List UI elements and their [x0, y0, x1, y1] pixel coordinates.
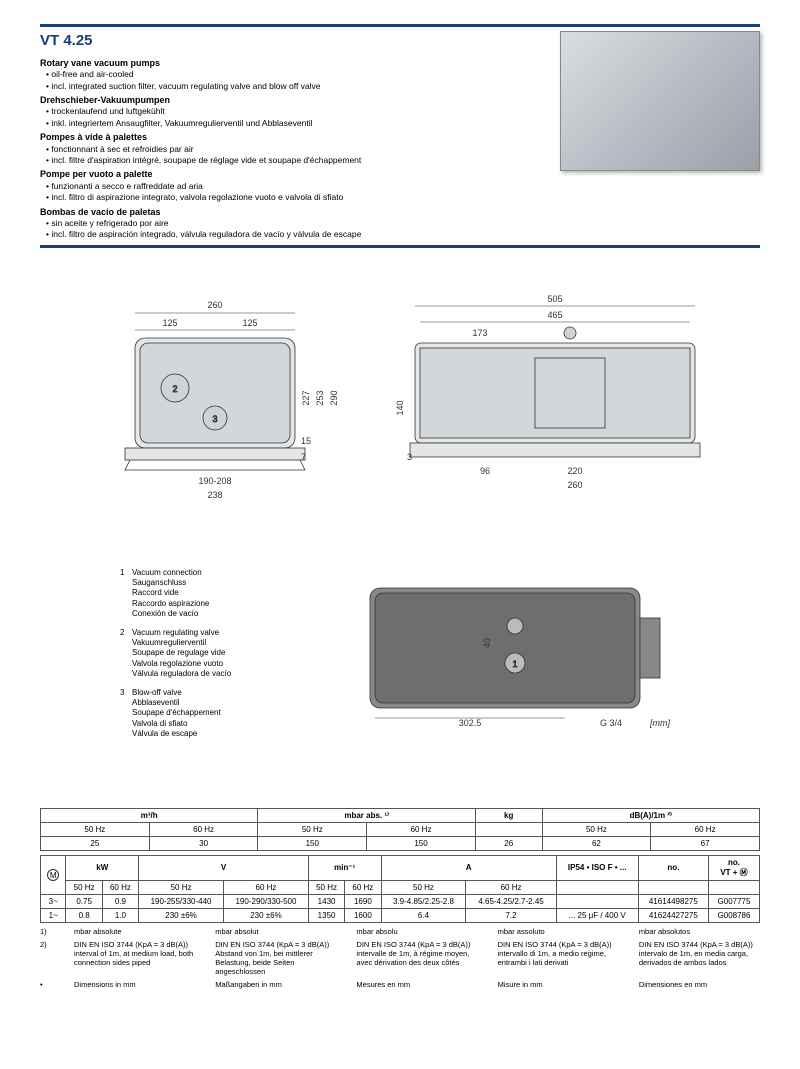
footnote-2: 2)DIN EN ISO 3744 (KpA = 3 dB(A)) interv… [40, 940, 760, 976]
thread: G 3/4 [600, 718, 622, 728]
svg-text:3: 3 [212, 414, 217, 424]
footnote-1: 1)mbar absolutembar absolutmbar absolumb… [40, 927, 760, 936]
footnote-3: •Dimensions in mmMaßangaben in mmMesures… [40, 980, 760, 989]
lang-bullet: fonctionnant à sec et refroidies par air [40, 144, 540, 155]
legend-line: Soupape d'échappement [120, 708, 320, 718]
dim-125a: 125 [162, 318, 177, 328]
legend-line: Válvula reguladora de vacío [120, 669, 320, 679]
rule-top [40, 24, 760, 27]
product-title: VT 4.25 [40, 31, 540, 51]
dim-173: 173 [472, 328, 487, 338]
table-2: MkWVmin⁻¹AIP54 • ISO F • ...no.no. VT + … [40, 855, 760, 923]
legend-line: 2Vacuum regulating valve [120, 628, 320, 638]
side-view: 505 465 173 140 3 96 220 260 [385, 288, 725, 508]
legend-line: Abblaseventil [120, 698, 320, 708]
svg-text:2: 2 [172, 384, 177, 394]
legend-line: Conexión de vacío [120, 609, 320, 619]
front-view: 2 3 260 125 125 290 253 227 15 7 190-208… [75, 288, 355, 508]
lang-bullet: incl. filtre d'aspiration intégré, soupa… [40, 155, 540, 166]
spec-tables: m³/hmbar abs. ¹⁾kgdB(A)/1m ²⁾ 50 Hz60 Hz… [40, 808, 760, 989]
dim-290: 290 [329, 390, 339, 405]
lang-heading: Pompe per vuoto a palette [40, 168, 540, 180]
svg-text:1: 1 [512, 659, 517, 669]
table-row: 3~0.750.9190-255/330-440190-290/330-5001… [41, 894, 760, 908]
lang-bullet: oil-free and air-cooled [40, 69, 540, 80]
dim-260b: 260 [567, 480, 582, 490]
header: VT 4.25 Rotary vane vacuum pumpsoil-free… [40, 31, 760, 241]
lang-heading: Pompes à vide à palettes [40, 131, 540, 143]
dim-15: 15 [301, 436, 311, 446]
lang-heading: Rotary vane vacuum pumps [40, 57, 540, 69]
lang-bullet: inkl. integriertem Ansaugfilter, Vakuumr… [40, 118, 540, 129]
dim-7: 7 [301, 452, 306, 462]
dim-260: 260 [207, 300, 222, 310]
legend-line: 3Blow-off valve [120, 688, 320, 698]
dim-302: 302.5 [459, 718, 482, 728]
dim-238: 238 [207, 490, 222, 500]
rule-bottom [40, 245, 760, 248]
top-view: 1 40 302.5 G 3/4 [mm] [340, 568, 680, 748]
legend-line: Raccordo aspirazione [120, 599, 320, 609]
dim-465: 465 [547, 310, 562, 320]
unit-mm: [mm] [649, 718, 670, 728]
dim-505: 505 [547, 294, 562, 304]
dim-125b: 125 [242, 318, 257, 328]
lang-heading: Drehschieber-Vakuumpumpen [40, 94, 540, 106]
legend-line: Soupape de regulage vide [120, 648, 320, 658]
legend-line: Raccord vide [120, 588, 320, 598]
dim-253: 253 [315, 390, 325, 405]
legend-line: Sauganschluss [120, 578, 320, 588]
legend-line: Válvula de escape [120, 729, 320, 739]
legend-line: 1Vacuum connection [120, 568, 320, 578]
product-photo [560, 31, 760, 171]
legend: 1Vacuum connectionSauganschlussRaccord v… [120, 568, 320, 748]
dim-140: 140 [395, 400, 405, 415]
lang-bullet: incl. integrated suction filter, vacuum … [40, 81, 540, 92]
lang-bullet: incl. filtro di aspirazione integrato, v… [40, 192, 540, 203]
dim-3: 3 [407, 452, 412, 462]
lang-bullet: trockenlaufend und luftgekühlt [40, 106, 540, 117]
legend-line: Vakuumregulierventil [120, 638, 320, 648]
lang-bullet: incl. filtro de aspiración integrado, vá… [40, 229, 540, 240]
lang-heading: Bombas de vacío de paletas [40, 206, 540, 218]
dim-190-208: 190-208 [198, 476, 231, 486]
dim-227: 227 [301, 390, 311, 405]
lang-bullet: sin aceite y refrigerado por aire [40, 218, 540, 229]
table-row: 1~0.81.0230 ±6%230 ±6%135016006.47.2... … [41, 908, 760, 922]
legend-line: Valvola regolazione vuoto [120, 659, 320, 669]
lang-bullet: funzionanti a secco e raffreddate ad ari… [40, 181, 540, 192]
dim-96: 96 [480, 466, 490, 476]
table-1: m³/hmbar abs. ¹⁾kgdB(A)/1m ²⁾ 50 Hz60 Hz… [40, 808, 760, 851]
dim-40: 40 [482, 638, 492, 648]
legend-line: Valvola di sfiato [120, 719, 320, 729]
technical-drawings: 2 3 260 125 125 290 253 227 15 7 190-208… [40, 288, 760, 748]
dim-220: 220 [567, 466, 582, 476]
